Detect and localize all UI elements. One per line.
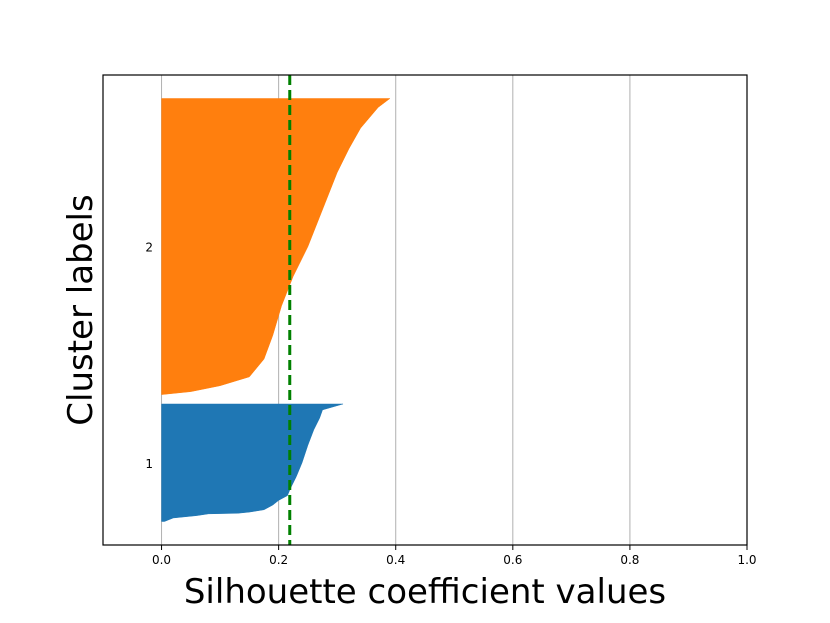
- x-axis-title: Silhouette coefficient values: [184, 572, 666, 612]
- y-axis-title: Cluster labels: [61, 194, 101, 425]
- x-tick-label: 0.0: [152, 553, 171, 567]
- y-tick-label: 1: [145, 457, 153, 471]
- x-tick-label: 0.6: [503, 553, 522, 567]
- x-tick-label: 1.0: [737, 553, 756, 567]
- cluster-2-silhouette: [161, 98, 391, 395]
- x-tick-label: 0.8: [620, 553, 639, 567]
- y-tick-label: 2: [145, 241, 153, 255]
- x-tick-label: 0.2: [269, 553, 288, 567]
- y-axis-ticks: 12: [145, 241, 153, 471]
- plot-frame: [102, 74, 748, 546]
- cluster-silhouettes: [161, 98, 391, 522]
- x-axis-ticks: 0.0 0.2 0.4 0.6 0.8 1.0: [152, 545, 757, 567]
- cluster-1-silhouette: [161, 403, 344, 522]
- x-tick-label: 0.4: [386, 553, 405, 567]
